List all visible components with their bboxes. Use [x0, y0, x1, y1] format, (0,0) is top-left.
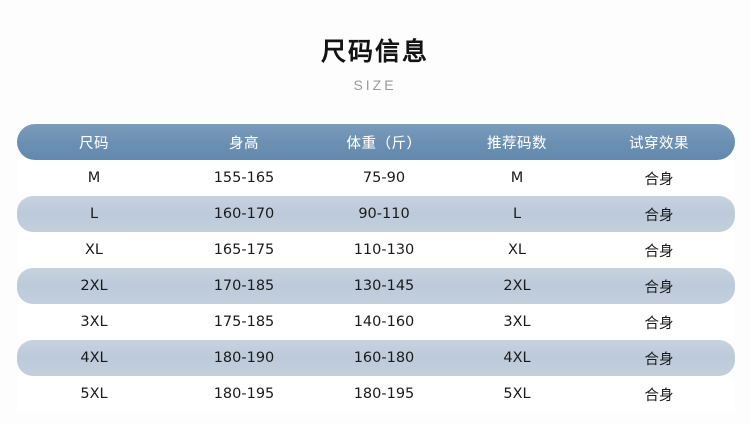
- table-row: 5XL 180-195 180-195 5XL 合身: [17, 376, 735, 412]
- table-row: 2XL 170-185 130-145 2XL 合身: [17, 268, 735, 304]
- column-header-fit: 试穿效果: [583, 124, 735, 160]
- cell-weight: 130-145: [317, 268, 451, 304]
- cell-size: 4XL: [17, 340, 171, 376]
- cell-weight: 90-110: [317, 196, 451, 232]
- cell-height: 170-185: [171, 268, 317, 304]
- column-header-weight: 体重（斤）: [317, 124, 451, 160]
- size-table-wrapper: 尺码 身高 体重（斤） 推荐码数 试穿效果 M 155-165 75-90 M …: [17, 124, 735, 412]
- size-table: 尺码 身高 体重（斤） 推荐码数 试穿效果 M 155-165 75-90 M …: [17, 124, 735, 412]
- cell-fit: 合身: [583, 376, 735, 412]
- cell-height: 175-185: [171, 304, 317, 340]
- column-header-rec: 推荐码数: [451, 124, 583, 160]
- cell-rec: 2XL: [451, 268, 583, 304]
- cell-height: 160-170: [171, 196, 317, 232]
- table-row: 4XL 180-190 160-180 4XL 合身: [17, 340, 735, 376]
- cell-height: 155-165: [171, 160, 317, 196]
- cell-fit: 合身: [583, 340, 735, 376]
- cell-size: 2XL: [17, 268, 171, 304]
- cell-rec: 5XL: [451, 376, 583, 412]
- cell-height: 165-175: [171, 232, 317, 268]
- cell-weight: 160-180: [317, 340, 451, 376]
- cell-weight: 140-160: [317, 304, 451, 340]
- table-header-row: 尺码 身高 体重（斤） 推荐码数 试穿效果: [17, 124, 735, 160]
- cell-size: 5XL: [17, 376, 171, 412]
- page-title: 尺码信息: [320, 37, 429, 66]
- table-header: 尺码 身高 体重（斤） 推荐码数 试穿效果: [17, 124, 735, 160]
- cell-weight: 180-195: [317, 376, 451, 412]
- cell-fit: 合身: [583, 268, 735, 304]
- cell-size: M: [17, 160, 171, 196]
- cell-rec: 3XL: [451, 304, 583, 340]
- cell-size: 3XL: [17, 304, 171, 340]
- cell-fit: 合身: [583, 160, 735, 196]
- title-block: 尺码信息 SIZE: [0, 0, 750, 93]
- cell-size: L: [17, 196, 171, 232]
- cell-rec: M: [451, 160, 583, 196]
- cell-rec: L: [451, 196, 583, 232]
- table-row: 3XL 175-185 140-160 3XL 合身: [17, 304, 735, 340]
- cell-fit: 合身: [583, 196, 735, 232]
- column-header-height: 身高: [171, 124, 317, 160]
- table-body: M 155-165 75-90 M 合身 L 160-170 90-110 L …: [17, 160, 735, 412]
- cell-fit: 合身: [583, 304, 735, 340]
- column-header-size: 尺码: [17, 124, 171, 160]
- cell-fit: 合身: [583, 232, 735, 268]
- cell-rec: XL: [451, 232, 583, 268]
- table-row: L 160-170 90-110 L 合身: [17, 196, 735, 232]
- table-row: XL 165-175 110-130 XL 合身: [17, 232, 735, 268]
- table-row: M 155-165 75-90 M 合身: [17, 160, 735, 196]
- cell-height: 180-195: [171, 376, 317, 412]
- cell-weight: 110-130: [317, 232, 451, 268]
- cell-weight: 75-90: [317, 160, 451, 196]
- cell-size: XL: [17, 232, 171, 268]
- cell-rec: 4XL: [451, 340, 583, 376]
- page-subtitle: SIZE: [353, 76, 397, 93]
- cell-height: 180-190: [171, 340, 317, 376]
